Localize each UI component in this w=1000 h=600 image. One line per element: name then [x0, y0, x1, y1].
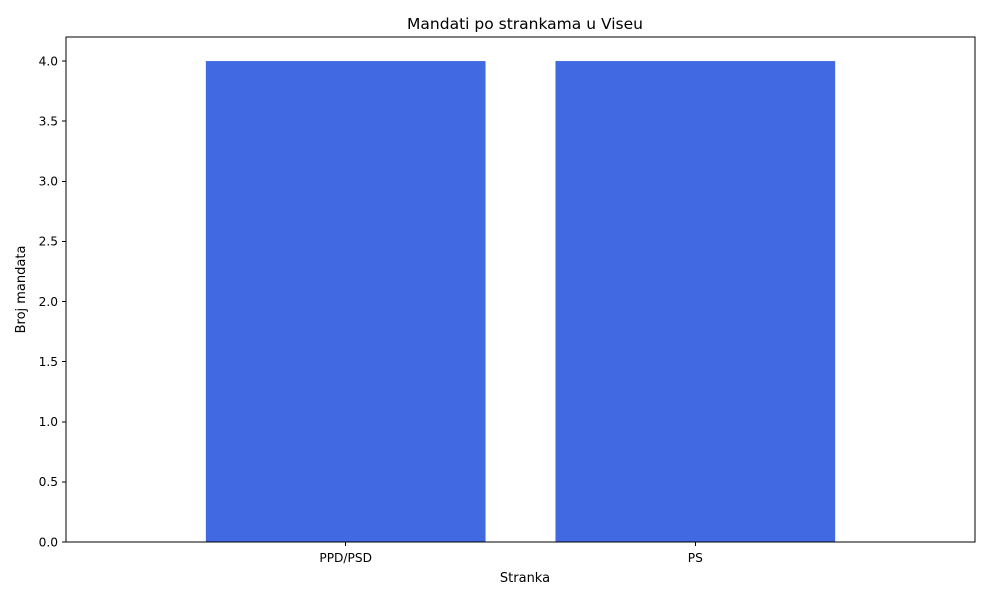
y-tick-label: 1.5: [39, 355, 58, 369]
y-tick-label: 3.0: [39, 175, 58, 189]
x-tick-label: PS: [688, 551, 703, 565]
x-tick-label: PPD/PSD: [319, 551, 372, 565]
x-axis-ticks: PPD/PSD PS: [319, 542, 703, 565]
y-tick-label: 0.0: [39, 535, 58, 549]
y-tick-label: 3.5: [39, 114, 58, 128]
y-tick-label: 1.0: [39, 415, 58, 429]
bar-ppd-psd: [205, 61, 486, 543]
x-axis-label: Stranka: [500, 571, 550, 586]
bars-group: [205, 61, 836, 543]
y-tick-label: 2.0: [39, 295, 58, 309]
y-axis-ticks: 0.0 0.5 1.0 1.5 2.0 2.5 3.0 3.5 4.0: [39, 54, 66, 549]
chart-title: Mandati po strankama u Viseu: [407, 15, 643, 33]
plot-frame: [65, 36, 976, 543]
bar-ps: [555, 61, 836, 543]
y-tick-label: 2.5: [39, 235, 58, 249]
y-tick-label: 4.0: [39, 54, 58, 68]
y-axis-label: Broj mandata: [14, 246, 29, 334]
y-tick-label: 0.5: [39, 475, 58, 489]
